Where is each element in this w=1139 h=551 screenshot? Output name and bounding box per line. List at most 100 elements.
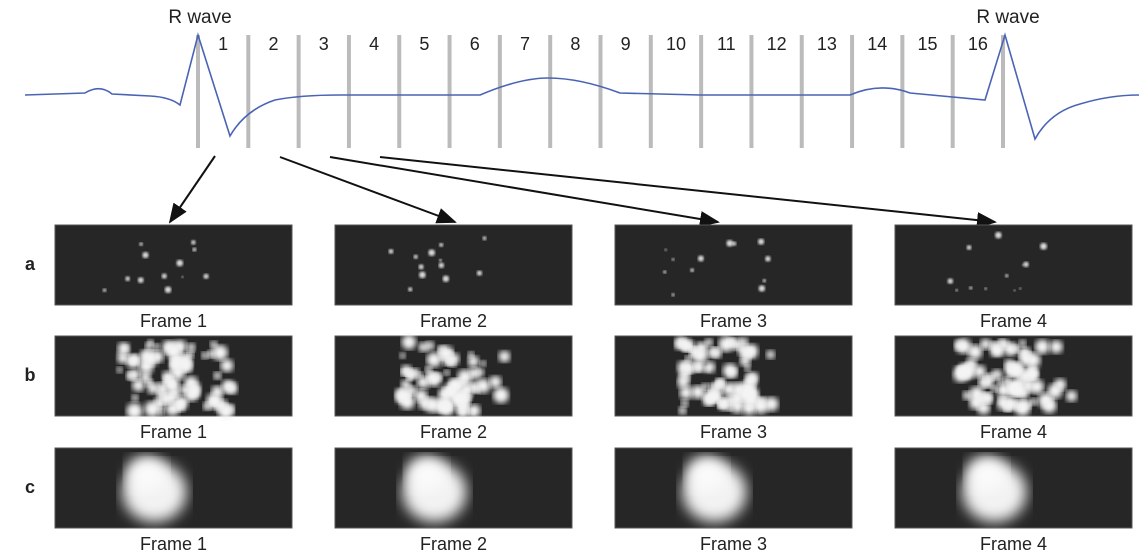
bubble [723,364,737,378]
bubble [727,339,733,345]
interval-number: 16 [968,34,988,54]
bubble [1035,340,1049,354]
bubble [439,263,444,268]
bubble [126,372,134,380]
bubble [696,342,708,354]
frame-image [615,225,852,305]
bubble [702,383,709,390]
interval-number: 2 [268,34,278,54]
frame-image [895,448,1132,528]
bubble [1054,379,1066,391]
frame-label: Frame 3 [700,534,767,551]
bubble [980,392,991,403]
bubble [984,287,987,290]
interval-number: 3 [319,34,329,54]
bubble [189,387,200,398]
bubble [1023,262,1028,267]
bubble [998,339,1005,346]
bubble [672,293,675,296]
bubble [132,379,144,391]
bubble [181,276,183,278]
bubble [1019,347,1031,359]
bubble [681,400,688,407]
bubble [663,270,666,273]
interval-number: 5 [419,34,429,54]
bubble [998,396,1006,404]
bubble [191,240,196,245]
bubble [680,386,693,399]
frame-label: Frame 4 [980,534,1047,551]
image-background [55,225,292,305]
opacification [407,456,447,492]
bubble [477,271,482,276]
bubble [439,399,455,415]
bubble [679,407,687,415]
frame-image [55,225,292,305]
bubble [983,376,994,387]
bubble [1050,340,1063,353]
frame-image [895,336,1132,416]
bubble [414,255,418,259]
frame-image [615,448,852,528]
interval-number: 13 [817,34,837,54]
frame-label: Frame 3 [700,311,767,331]
bubble [211,386,223,398]
bubble [948,278,954,284]
frame-image [335,225,572,305]
bubble [955,289,958,292]
bubble [711,347,722,358]
frame-label: Frame 4 [980,422,1047,442]
bubble [480,360,486,366]
bubble [145,379,153,387]
bubble [118,342,130,354]
bubble [419,264,424,269]
bubble [148,339,154,345]
bubble [685,355,691,361]
bubble [1040,243,1047,250]
interval-number: 10 [666,34,686,54]
bubble [173,340,186,353]
bubble [176,260,183,267]
interval-number: 6 [470,34,480,54]
bubble [400,353,406,359]
frame-label: Frame 2 [420,534,487,551]
interval-number: 15 [918,34,938,54]
bubble [765,256,771,262]
bubble [764,397,778,411]
bubble [425,341,434,350]
bubble [226,405,235,414]
arrow [280,157,455,222]
bubble [187,343,196,352]
bubble [138,277,144,283]
bubble [766,350,775,359]
interval-number: 1 [218,34,228,54]
bubble [213,372,221,380]
bubble [690,268,694,272]
bubble [426,372,437,383]
image-background [335,225,572,305]
bubble [406,374,412,380]
bubble [1019,340,1026,347]
frame-label: Frame 2 [420,311,487,331]
opacification [127,456,167,492]
bubble [408,287,412,291]
bubble [165,286,172,293]
bubble [973,365,986,378]
interval-number: 11 [717,34,736,54]
bubble [468,404,480,416]
bubble [417,372,423,378]
bubble [672,258,675,261]
bubble [741,381,755,395]
bubble [187,351,194,358]
bubble [1030,379,1044,393]
row-label: b [25,365,36,385]
r-wave-label: R wave [976,7,1039,28]
bubble [1013,385,1025,397]
bubble [704,362,715,373]
bubble [1005,274,1008,277]
bubble [483,236,487,240]
bubble [1004,359,1014,369]
bubble [221,359,234,372]
bubble [1008,399,1018,409]
